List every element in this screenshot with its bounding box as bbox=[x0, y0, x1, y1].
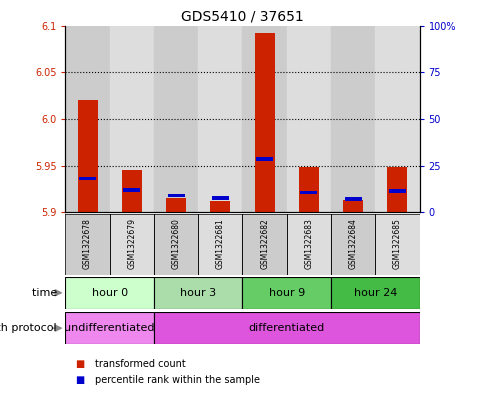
Bar bbox=[77, 100, 97, 212]
Bar bbox=[153, 312, 419, 344]
Bar bbox=[298, 167, 318, 212]
Bar bbox=[256, 157, 272, 161]
Bar bbox=[65, 214, 109, 275]
Bar bbox=[387, 167, 407, 212]
Text: hour 3: hour 3 bbox=[180, 288, 216, 298]
Bar bbox=[286, 26, 330, 212]
Text: GSM1322685: GSM1322685 bbox=[392, 219, 401, 269]
Bar bbox=[375, 26, 419, 212]
Bar bbox=[153, 277, 242, 309]
Bar bbox=[109, 26, 153, 212]
Text: GSM1322680: GSM1322680 bbox=[171, 219, 180, 269]
Text: hour 0: hour 0 bbox=[91, 288, 127, 298]
Bar bbox=[123, 188, 140, 192]
Text: growth protocol: growth protocol bbox=[0, 323, 60, 333]
Text: percentile rank within the sample: percentile rank within the sample bbox=[94, 375, 259, 386]
Bar bbox=[242, 214, 286, 275]
Text: GSM1322682: GSM1322682 bbox=[259, 219, 269, 269]
Bar bbox=[344, 197, 361, 201]
Text: hour 24: hour 24 bbox=[353, 288, 396, 298]
Bar bbox=[65, 312, 153, 344]
Bar bbox=[242, 277, 330, 309]
Bar bbox=[198, 26, 242, 212]
Bar bbox=[212, 196, 228, 200]
Bar bbox=[109, 214, 153, 275]
Text: GSM1322679: GSM1322679 bbox=[127, 219, 136, 270]
Bar bbox=[166, 198, 186, 212]
Bar bbox=[153, 26, 198, 212]
Text: GSM1322684: GSM1322684 bbox=[348, 219, 357, 269]
Text: undifferentiated: undifferentiated bbox=[64, 323, 155, 333]
Bar bbox=[375, 214, 419, 275]
Bar bbox=[210, 201, 230, 212]
Text: transformed count: transformed count bbox=[94, 358, 185, 369]
Bar bbox=[254, 33, 274, 212]
Text: hour 9: hour 9 bbox=[268, 288, 304, 298]
Bar bbox=[167, 194, 184, 197]
Bar bbox=[330, 214, 375, 275]
Bar bbox=[198, 214, 242, 275]
Text: time: time bbox=[32, 288, 60, 298]
Bar bbox=[79, 177, 96, 180]
Bar bbox=[121, 170, 141, 212]
Bar bbox=[330, 277, 419, 309]
Text: GSM1322678: GSM1322678 bbox=[83, 219, 92, 269]
Text: GSM1322681: GSM1322681 bbox=[215, 219, 225, 269]
Bar bbox=[330, 26, 375, 212]
Text: GDS5410 / 37651: GDS5410 / 37651 bbox=[181, 10, 303, 24]
Bar bbox=[65, 277, 153, 309]
Text: ■: ■ bbox=[75, 375, 84, 386]
Bar bbox=[343, 200, 363, 212]
Bar bbox=[153, 214, 198, 275]
Text: ■: ■ bbox=[75, 358, 84, 369]
Bar bbox=[242, 26, 286, 212]
Bar bbox=[388, 189, 405, 193]
Bar bbox=[286, 214, 330, 275]
Bar bbox=[300, 191, 317, 195]
Bar bbox=[65, 26, 109, 212]
Text: differentiated: differentiated bbox=[248, 323, 324, 333]
Text: GSM1322683: GSM1322683 bbox=[304, 219, 313, 269]
